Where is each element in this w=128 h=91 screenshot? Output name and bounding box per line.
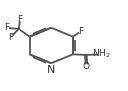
Text: O: O — [82, 62, 89, 71]
Text: NH$_2$: NH$_2$ — [92, 48, 111, 60]
Text: F: F — [78, 27, 83, 36]
Text: F: F — [17, 15, 22, 24]
Text: F: F — [8, 33, 13, 42]
Text: N: N — [47, 65, 55, 75]
Text: F: F — [4, 23, 9, 32]
